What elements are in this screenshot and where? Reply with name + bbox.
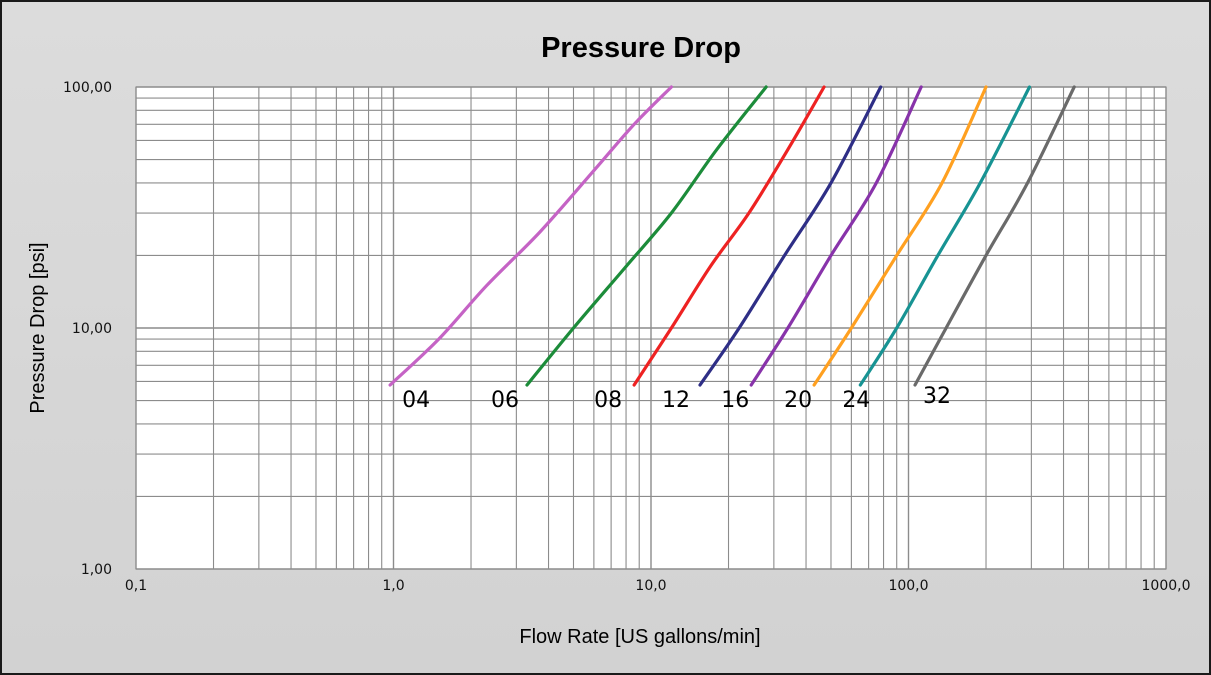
series-label-20: 20 [784, 388, 812, 413]
series-lines [388, 85, 1076, 387]
series-label-04: 04 [402, 388, 430, 413]
x-tick-label: 1,0 [382, 578, 404, 594]
series-line-04 [388, 85, 673, 387]
series-line-12 [698, 85, 883, 387]
grid-lines [135, 86, 1167, 570]
chart-title: Pressure Drop [541, 32, 741, 64]
series-label-24: 24 [842, 388, 870, 413]
x-tick-label: 100,0 [888, 578, 928, 594]
tick-labels: 0,1 1,0 10,0 100,0 1000,0 1,00 10,00 100,00 [63, 80, 1191, 594]
series-line-08 [632, 85, 826, 387]
y-tick-label: 100,00 [63, 80, 112, 96]
series-line-24 [858, 85, 1032, 387]
y-tick-label: 1,00 [81, 562, 112, 578]
series-label-16: 16 [721, 388, 749, 413]
series-line-16 [749, 85, 923, 387]
x-tick-label: 1000,0 [1142, 578, 1191, 594]
series-label-06: 06 [491, 388, 519, 413]
series-line-32 [913, 85, 1076, 387]
y-tick-label: 10,00 [72, 321, 112, 337]
x-tick-label: 10,0 [635, 578, 666, 594]
series-label-12: 12 [662, 388, 690, 413]
x-axis-label: Flow Rate [US gallons/min] [519, 626, 760, 648]
x-tick-label: 0,1 [125, 578, 147, 594]
series-label-08: 08 [594, 388, 622, 413]
series-label-32: 32 [923, 384, 951, 409]
y-axis-label: Pressure Drop [psi] [27, 242, 49, 413]
series-line-06 [525, 85, 768, 387]
series-line-20 [812, 85, 988, 387]
series-labels: 04 06 08 12 16 20 24 32 [402, 384, 951, 413]
